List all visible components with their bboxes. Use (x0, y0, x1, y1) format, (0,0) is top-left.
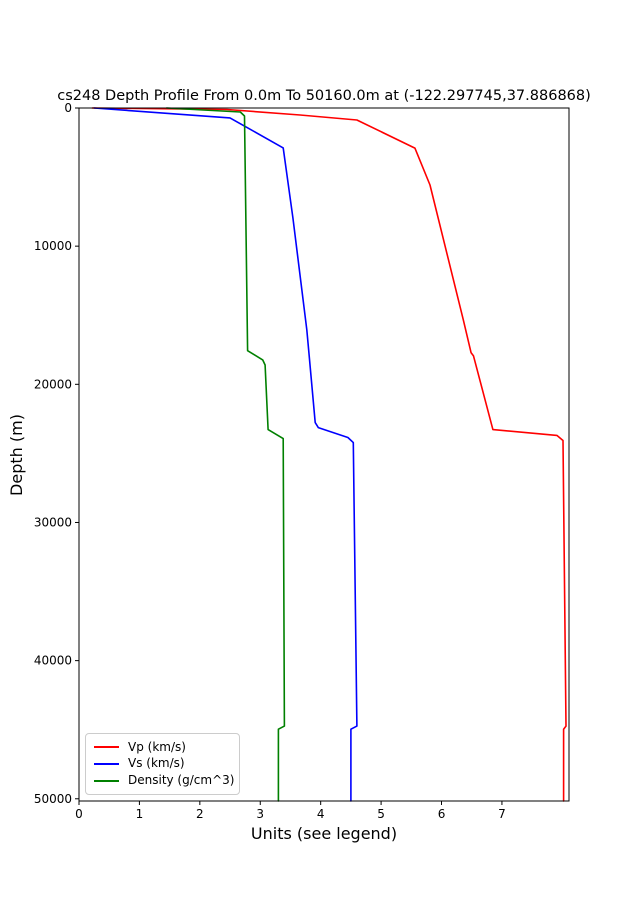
y-tick-label: 30000 (34, 515, 72, 529)
density-line (165, 107, 286, 802)
x-tick-label: 2 (196, 807, 204, 821)
x-tick-label: 1 (136, 807, 144, 821)
legend-label-vp: Vp (km/s) (128, 739, 186, 754)
axes: 0 1 2 3 4 5 6 7 0 10000 20000 30000 40000 50000 (34, 101, 570, 821)
plot-frame (78, 107, 570, 802)
vp-line (91, 107, 567, 802)
legend-item-vp: Vp (km/s) (94, 740, 231, 755)
series-lines (91, 107, 567, 802)
y-tick-label: 50000 (34, 792, 72, 806)
x-tick-label: 7 (498, 807, 506, 821)
legend-label-density: Density (g/cm^3) (128, 773, 235, 788)
legend-label-vs: Vs (km/s) (128, 756, 185, 771)
x-tick-label: 5 (377, 807, 385, 821)
x-tick-label: 4 (317, 807, 325, 821)
y-tick-label: 40000 (34, 654, 72, 668)
legend: Vp (km/s) Vs (km/s) Density (g/cm^3) (85, 733, 240, 795)
legend-item-vs: Vs (km/s) (94, 756, 231, 771)
x-tick-label: 6 (438, 807, 446, 821)
vs-line (93, 107, 358, 802)
legend-line-sample-vp (94, 746, 119, 749)
legend-line-sample-density (94, 779, 119, 782)
legend-line-sample-vs (94, 762, 119, 765)
legend-item-density: Density (g/cm^3) (94, 773, 235, 788)
x-axis-label: Units (see legend) (251, 824, 397, 843)
y-tick-label: 20000 (34, 377, 72, 391)
y-tick-label: 10000 (34, 239, 72, 253)
x-tick-label: 0 (75, 807, 83, 821)
y-axis-label: Depth (m) (7, 414, 26, 496)
x-tick-label: 3 (256, 807, 264, 821)
y-tick-label: 0 (64, 101, 72, 115)
chart-title: cs248 Depth Profile From 0.0m To 50160.0… (57, 88, 591, 104)
